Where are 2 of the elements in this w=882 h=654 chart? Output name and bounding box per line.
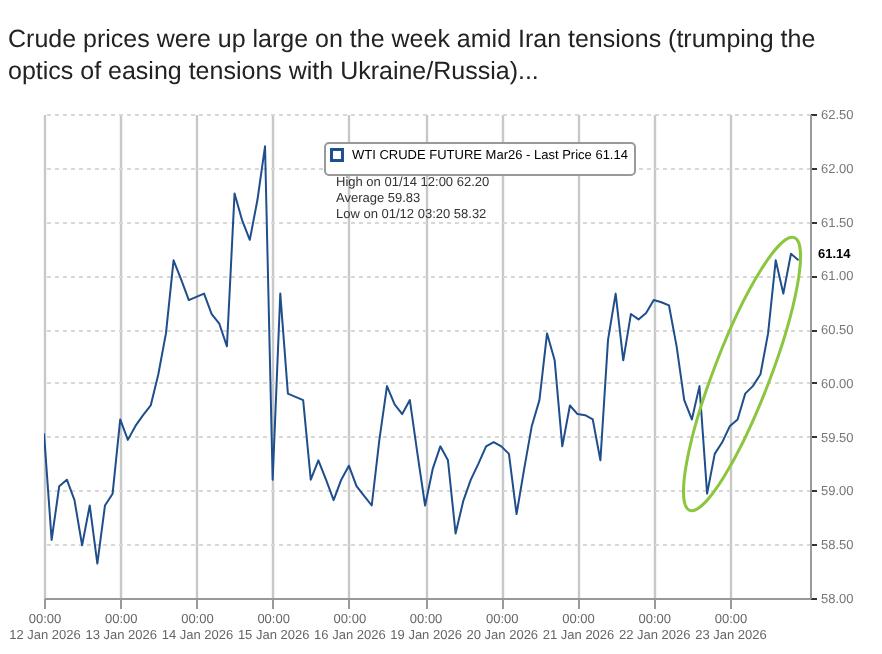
line-series [44,145,800,565]
chart-title: Crude prices were up large on the week amid Iran tensions (trumping the optics of easing tensions with Ukraine/Russia)... [8,25,816,85]
